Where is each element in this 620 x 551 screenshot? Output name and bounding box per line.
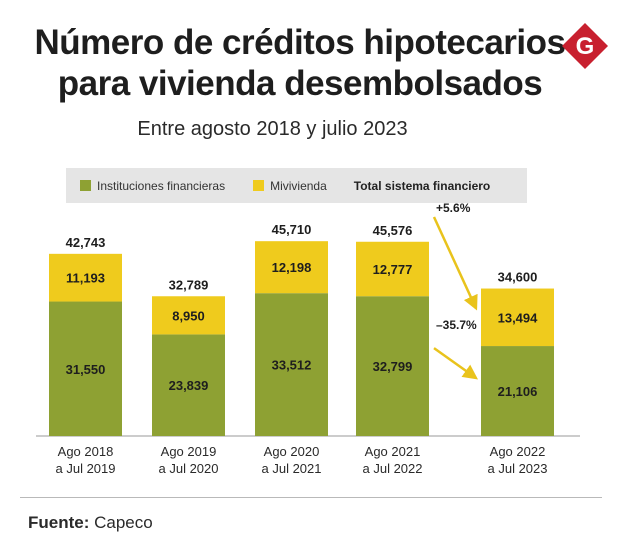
source-label: Fuente: bbox=[28, 513, 90, 532]
logo-letter: G bbox=[576, 33, 595, 60]
data-label-mivivienda: 13,494 bbox=[498, 310, 539, 325]
data-label-instituciones: 21,106 bbox=[498, 384, 538, 399]
data-label-mivivienda: 11,193 bbox=[66, 271, 105, 286]
total-label: 32,789 bbox=[169, 277, 209, 292]
bar-mivivienda bbox=[255, 241, 328, 294]
change-label: –35.7% bbox=[436, 318, 477, 332]
bar-instituciones bbox=[356, 296, 429, 436]
chart-title: Número de créditos hipotecarios para viv… bbox=[0, 22, 600, 104]
legend-label-instituciones: Instituciones financieras bbox=[97, 178, 226, 193]
x-tick-label: Ago 2022 bbox=[490, 444, 546, 459]
bar-mivivienda bbox=[152, 296, 225, 335]
divider bbox=[20, 497, 602, 498]
source-note: Fuente: Capeco bbox=[28, 513, 153, 533]
x-tick-label: a Jul 2023 bbox=[488, 461, 548, 476]
legend-swatch-mivivienda bbox=[253, 180, 265, 191]
chart-title-line2: para vivienda desembolsados bbox=[57, 64, 543, 103]
source-value: Capeco bbox=[94, 513, 153, 532]
total-label: 34,600 bbox=[498, 270, 538, 285]
total-label: 45,710 bbox=[272, 222, 312, 237]
x-tick-label: a Jul 2022 bbox=[363, 461, 423, 476]
change-arrow bbox=[432, 216, 478, 311]
bar-mivivienda bbox=[356, 241, 429, 297]
x-tick-label: Ago 2020 bbox=[264, 444, 320, 459]
data-label-mivivienda: 12,777 bbox=[373, 262, 413, 277]
bar-mivivienda bbox=[49, 253, 122, 302]
chart-title-line1: Número de créditos hipotecarios bbox=[34, 23, 566, 62]
bar-mivivienda bbox=[481, 288, 554, 347]
x-tick-label: Ago 2019 bbox=[161, 444, 217, 459]
x-tick-label: Ago 2021 bbox=[365, 444, 421, 459]
legend-item-mivivienda: Mivivienda bbox=[253, 179, 327, 193]
data-label-instituciones: 23,839 bbox=[169, 378, 209, 393]
x-tick-label: Ago 2018 bbox=[58, 444, 114, 459]
legend-swatch-instituciones bbox=[80, 180, 91, 191]
legend-item-instituciones: Instituciones financieras bbox=[80, 179, 225, 193]
bar-instituciones bbox=[49, 301, 122, 436]
data-label-mivivienda: 8,950 bbox=[172, 308, 205, 323]
legend-item-total: Total sistema financiero bbox=[354, 179, 490, 193]
bar-instituciones bbox=[152, 334, 225, 436]
change-arrow bbox=[433, 347, 479, 380]
bar-instituciones bbox=[255, 293, 328, 436]
data-label-instituciones: 32,799 bbox=[373, 359, 413, 374]
total-label: 42,743 bbox=[66, 235, 106, 250]
x-tick-label: a Jul 2019 bbox=[56, 461, 116, 476]
legend-label-total: Total sistema financiero bbox=[353, 178, 491, 193]
bar-instituciones bbox=[481, 346, 554, 436]
chart-subtitle: Entre agosto 2018 y julio 2023 bbox=[137, 118, 408, 140]
gestion-logo-icon: G bbox=[562, 23, 608, 69]
legend-label-mivivienda: Mivivienda bbox=[270, 178, 327, 193]
data-label-instituciones: 31,550 bbox=[66, 362, 106, 377]
change-label: +5.6% bbox=[436, 201, 471, 215]
x-tick-label: a Jul 2021 bbox=[262, 461, 322, 476]
total-label: 45,576 bbox=[373, 223, 413, 238]
data-label-mivivienda: 12,198 bbox=[272, 260, 312, 275]
legend: Instituciones financieras Mivivienda Tot… bbox=[66, 168, 527, 203]
data-label-instituciones: 33,512 bbox=[272, 358, 312, 373]
x-tick-label: a Jul 2020 bbox=[159, 461, 219, 476]
